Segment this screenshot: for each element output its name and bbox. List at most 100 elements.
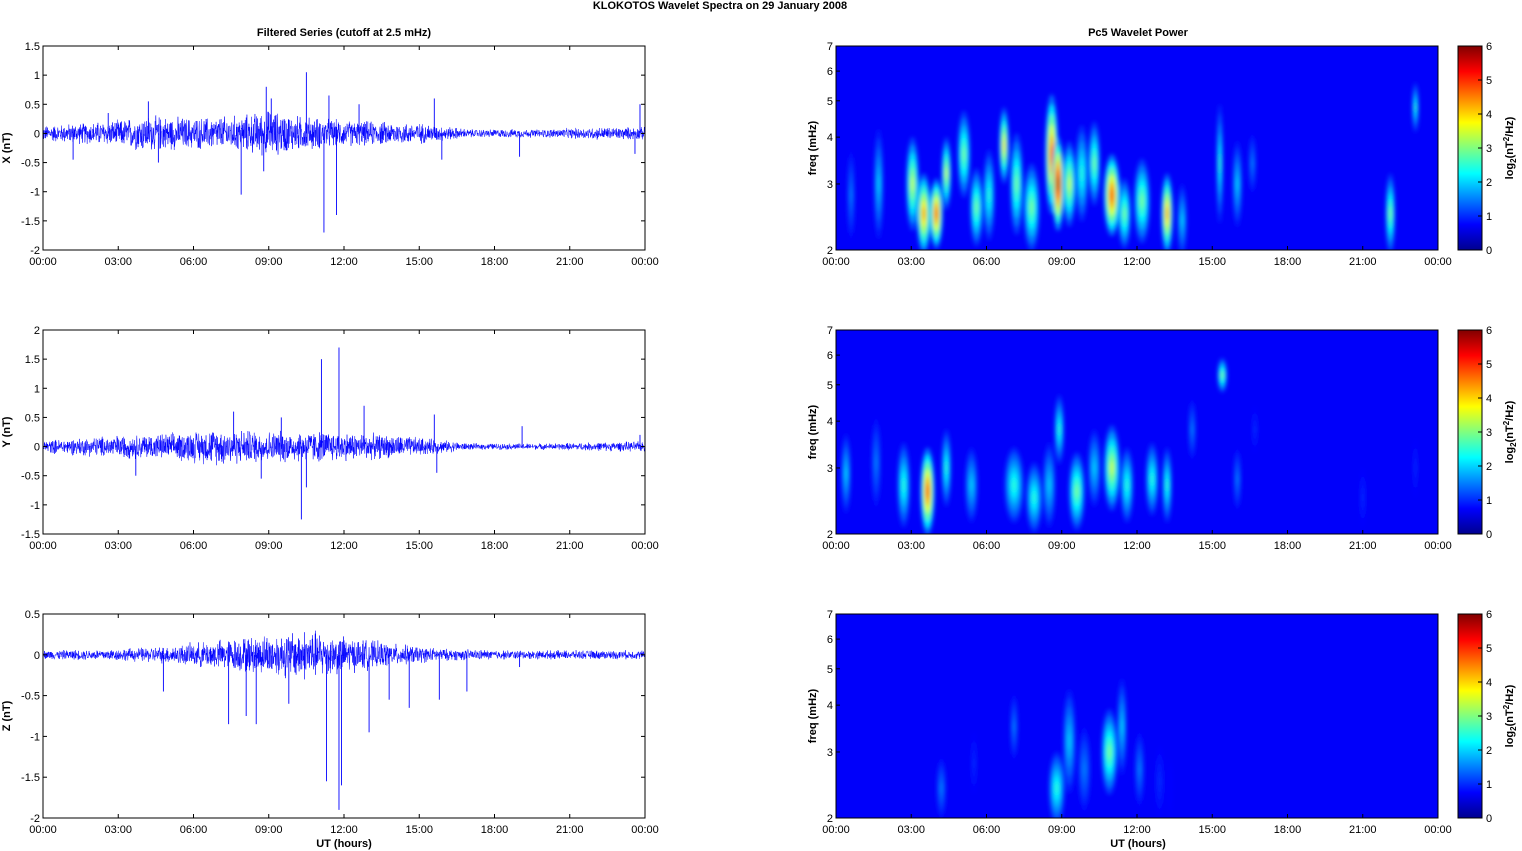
wavelet-axes-z: 00:00 03:00 06:00 09:00 12:00 15:00 18:00 21:00… xyxy=(807,609,1518,836)
x-tick-label: 09:00 xyxy=(255,256,283,268)
y-tick-label: 6 xyxy=(827,350,833,362)
wavelet-power-blob xyxy=(1068,176,1071,192)
y-tick-label: -2 xyxy=(30,813,40,825)
x-tick-label: 03:00 xyxy=(104,824,132,836)
colorbar-label: log2(nT2/Hz) xyxy=(1502,400,1518,463)
timeseries-axes-z: 00:00 03:00 06:00 09:00 12:00 15:00 18:00 21:00… xyxy=(1,609,659,836)
y-tick-label: 2 xyxy=(34,325,40,337)
y-tick-label: -0.5 xyxy=(21,691,40,703)
wavelet-power-blob xyxy=(1120,718,1123,735)
wavelet-power-blob xyxy=(1218,153,1221,174)
x-tick-label: 09:00 xyxy=(1048,540,1076,552)
y-tick-label: 2 xyxy=(827,245,833,257)
x-tick-label: 21:00 xyxy=(556,256,584,268)
x-tick-label: 03:00 xyxy=(104,256,132,268)
wavelet-power-blob xyxy=(935,207,938,220)
right-column-title: Pc5 Wavelet Power xyxy=(1088,27,1189,39)
x-tick-label: 03:00 xyxy=(897,540,925,552)
wavelet-power-blob xyxy=(1012,478,1016,492)
wavelet-power-blob xyxy=(1236,176,1239,192)
wavelet-power-blob xyxy=(1181,214,1184,227)
colorbar-tick-label: 2 xyxy=(1486,461,1492,473)
wavelet-power-blob xyxy=(1032,491,1036,504)
x-tick-label: 09:00 xyxy=(255,540,283,552)
wavelet-power-blob xyxy=(945,461,948,475)
x-tick-label: 18:00 xyxy=(481,540,509,552)
wavelet-power-blob xyxy=(1055,782,1059,795)
y-tick-label: -1.5 xyxy=(21,216,40,228)
wavelet-power-blob xyxy=(1003,139,1006,152)
x-tick-label: 00:00 xyxy=(631,824,659,836)
wavelet-power-blob xyxy=(877,174,880,194)
x-tick-label: 09:00 xyxy=(255,824,283,836)
wavelet-blob-group xyxy=(936,678,1174,818)
figure-suptitle: KLOKOTOS Wavelet Spectra on 29 January 2… xyxy=(593,0,847,12)
colorbar-tick-label: 5 xyxy=(1486,75,1492,87)
wavelet-blob-layer xyxy=(841,357,1419,534)
wavelet-axes-y: 00:00 03:00 06:00 09:00 12:00 15:00 18:00 21:00… xyxy=(807,325,1518,552)
x-tick-label: 06:00 xyxy=(973,256,1001,268)
colorbar-label: log2(nT2/Hz) xyxy=(1502,116,1518,179)
y-tick-label: 4 xyxy=(827,132,833,144)
colorbar-tick-label: 0 xyxy=(1486,529,1492,541)
x-tick-label: 12:00 xyxy=(330,824,358,836)
colorbar-tick-label: 6 xyxy=(1486,609,1492,621)
series-line-x xyxy=(43,111,645,156)
colorbar-tick-label: 1 xyxy=(1486,495,1492,507)
x-tick-label: 15:00 xyxy=(1198,256,1226,268)
wavelet-power-blob xyxy=(970,478,973,492)
x-tick-label: 09:00 xyxy=(1048,824,1076,836)
y-axis-label: Z (nT) xyxy=(1,700,13,731)
colorbar-tick-label: 0 xyxy=(1486,813,1492,825)
wavelet-power-blob xyxy=(926,483,929,499)
wavelet-power-blob xyxy=(1093,461,1096,475)
y-tick-label: -1 xyxy=(30,500,40,512)
y-tick-label: 4 xyxy=(827,700,833,712)
wavelet-blob-layer xyxy=(847,82,1419,250)
wavelet-power-blob xyxy=(1110,188,1114,203)
x-tick-label: 12:00 xyxy=(1123,540,1151,552)
wavelet-power-blob xyxy=(1080,165,1083,182)
y-tick-label: 3 xyxy=(827,179,833,191)
y-tick-label: -1.5 xyxy=(21,529,40,541)
colorbar-tick-label: 5 xyxy=(1486,359,1492,371)
series-line-y xyxy=(43,430,645,466)
wavelet-power-blob xyxy=(1110,460,1114,476)
wavelet-power-blob xyxy=(1048,478,1051,493)
wavelet-power-blob xyxy=(1013,721,1016,733)
left-column-title: Filtered Series (cutoff at 2.5 mHz) xyxy=(257,27,432,39)
x-tick-label: 00:00 xyxy=(29,824,57,836)
wavelet-power-blob xyxy=(875,455,878,471)
colorbar-tick-label: 1 xyxy=(1486,779,1492,791)
colorbar-tick-label: 3 xyxy=(1486,143,1492,155)
x-tick-label: 06:00 xyxy=(180,824,208,836)
wavelet-power-blob xyxy=(1138,762,1141,776)
wavelet-power-blob xyxy=(1251,158,1254,169)
colorbar-tick-label: 4 xyxy=(1486,393,1492,405)
wavelet-power-blob xyxy=(1068,732,1071,751)
colorbar-tick-label: 4 xyxy=(1486,109,1492,121)
wavelet-power-blob xyxy=(922,206,925,221)
wavelet-power-blob xyxy=(1166,206,1169,221)
y-axis-label: Y (nT) xyxy=(1,416,13,447)
colorbar-tick-label: 0 xyxy=(1486,245,1492,257)
wavelet-power-blob xyxy=(1140,194,1144,209)
wavelet-background xyxy=(836,330,1438,534)
x-tick-label: 21:00 xyxy=(1349,540,1377,552)
wavelet-power-blob xyxy=(1030,199,1034,215)
y-axis-label: X (nT) xyxy=(1,132,13,163)
x-tick-label: 00:00 xyxy=(29,540,57,552)
wavelet-power-blob xyxy=(1093,156,1096,171)
x-tick-label: 21:00 xyxy=(556,540,584,552)
wavelet-power-blob xyxy=(1158,775,1161,788)
colorbar-tick-label: 5 xyxy=(1486,643,1492,655)
wavelet-power-blob xyxy=(1361,492,1364,503)
x-tick-label: 00:00 xyxy=(822,540,850,552)
x-tick-label: 00:00 xyxy=(631,540,659,552)
y-tick-label: 1 xyxy=(34,70,40,82)
x-tick-label: 00:00 xyxy=(822,824,850,836)
y-tick-label: 7 xyxy=(827,609,833,621)
wavelet-blob-layer xyxy=(936,678,1174,818)
wavelet-power-blob xyxy=(1389,206,1392,221)
x-tick-label: 18:00 xyxy=(1274,256,1302,268)
